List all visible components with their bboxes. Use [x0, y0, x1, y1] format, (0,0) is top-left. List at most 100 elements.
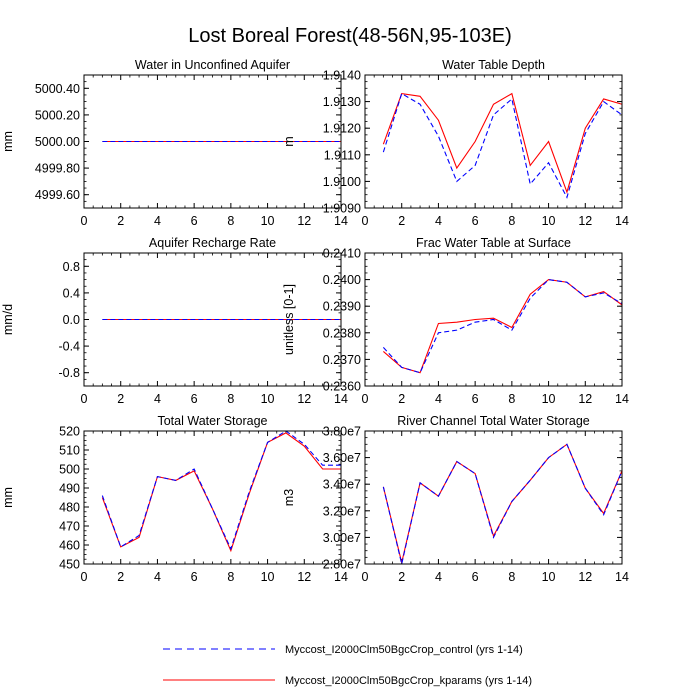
y-tick-label: 1.9100	[323, 175, 361, 189]
x-tick-label: 14	[615, 570, 629, 584]
y-tick-label: 5000.20	[35, 108, 80, 122]
panel-title-river-channel-total-water-storage: River Channel Total Water Storage	[397, 414, 590, 428]
y-tick-label: 510	[59, 444, 80, 458]
y-tick-label: 450	[59, 558, 80, 572]
panel-title-water-table-depth: Water Table Depth	[442, 58, 545, 72]
y-tick-label: 3.20e7	[323, 504, 361, 518]
y-tick-label: 470	[59, 520, 80, 534]
y-axis-label-water-in-unconfined-aquifer: mm	[1, 131, 15, 152]
y-tick-label: 500	[59, 463, 80, 477]
x-tick-label: 14	[615, 392, 629, 406]
y-tick-label: 5000.40	[35, 82, 80, 96]
legend-label-control: Myccost_I2000Clm50BgcCrop_control (yrs 1…	[285, 644, 523, 656]
x-tick-label: 4	[154, 214, 161, 228]
series-line-kparams	[382, 92, 623, 194]
panels-group: Water in Unconfined Aquifer mm 0 2 4 6 8 10 12 14…	[1, 58, 629, 584]
y-tick-label: 490	[59, 482, 80, 496]
y-axis-label-river-channel-total-water-storage: m3	[282, 489, 296, 506]
x-tick-label: 12	[578, 214, 592, 228]
x-tick-label: 14	[334, 214, 348, 228]
x-tick-label: 2	[398, 392, 405, 406]
panel-total-water-storage: Total Water Storage mm 0 2 4 6 8 10 12 14 450 460 47…	[1, 414, 348, 584]
y-tick-label: 3.00e7	[323, 531, 361, 545]
series-line-control	[382, 92, 623, 199]
x-tick-label: 2	[117, 392, 124, 406]
plot-frame-water-in-unconfined-aquifer	[83, 74, 342, 209]
panel-title-total-water-storage: Total Water Storage	[157, 414, 267, 428]
y-tick-label: 0.8	[63, 260, 80, 274]
x-tick-label: 8	[227, 392, 234, 406]
plot-frame-aquifer-recharge-rate	[83, 252, 342, 387]
series-line-kparams	[101, 432, 341, 553]
x-tick-label: 6	[191, 214, 198, 228]
x-tick-label: 12	[578, 570, 592, 584]
panel-frac-water-table-at-surface: Frac Water Table at Surface unitless [0-1…	[282, 236, 629, 406]
x-tick-label: 0	[362, 214, 369, 228]
x-tick-label: 0	[81, 570, 88, 584]
figure-title: Lost Boreal Forest(48-56N,95-103E)	[188, 25, 512, 47]
series-line-kparams	[382, 279, 623, 374]
x-tick-label: 14	[334, 392, 348, 406]
y-tick-label: 4999.60	[35, 188, 80, 202]
x-tick-label: 0	[81, 214, 88, 228]
x-tick-label: 14	[615, 214, 629, 228]
x-tick-label: 4	[435, 392, 442, 406]
y-tick-label: 1.9110	[324, 148, 361, 162]
y-tick-label: 0.2400	[323, 273, 361, 287]
x-tick-label: 12	[578, 392, 592, 406]
y-axis-label-water-table-depth: m	[282, 136, 296, 146]
y-axis-label-total-water-storage: mm	[1, 487, 15, 508]
y-axis-label-frac-water-table-at-surface: unitless [0-1]	[282, 284, 296, 355]
x-tick-label: 2	[398, 214, 405, 228]
x-tick-label: 0	[362, 392, 369, 406]
y-axis-label-aquifer-recharge-rate: mm/d	[1, 304, 15, 335]
y-tick-label: 1.9140	[323, 69, 361, 83]
x-tick-label: 0	[81, 392, 88, 406]
plot-frame-river-channel-total-water-storage	[364, 430, 623, 565]
plot-frame-frac-water-table-at-surface	[364, 252, 623, 387]
x-tick-label: 0	[362, 570, 369, 584]
x-tick-label: 6	[191, 570, 198, 584]
y-tick-label: -0.8	[58, 366, 80, 380]
x-tick-label: 10	[261, 214, 275, 228]
panel-title-water-in-unconfined-aquifer: Water in Unconfined Aquifer	[135, 58, 290, 72]
y-tick-label: 2.80e7	[323, 558, 361, 572]
x-tick-label: 4	[435, 570, 442, 584]
x-tick-label: 10	[542, 214, 556, 228]
x-tick-label: 10	[542, 570, 556, 584]
legend-label-kparams: Myccost_I2000Clm50BgcCrop_kparams (yrs 1…	[285, 675, 532, 687]
y-tick-label: 3.60e7	[323, 451, 361, 465]
y-tick-label: 0.2410	[323, 247, 361, 261]
x-tick-label: 12	[297, 214, 311, 228]
panel-title-aquifer-recharge-rate: Aquifer Recharge Rate	[149, 236, 276, 250]
panel-river-channel-total-water-storage: River Channel Total Water Storage m3 0 2 4 6 8…	[282, 414, 629, 584]
y-tick-label: 4999.80	[35, 162, 80, 176]
y-tick-label: 0.2360	[323, 380, 361, 394]
x-tick-label: 6	[472, 392, 479, 406]
y-tick-label: 3.80e7	[323, 425, 361, 439]
series-line-control	[101, 430, 341, 551]
panel-water-in-unconfined-aquifer: Water in Unconfined Aquifer mm 0 2 4 6 8 10 12 14…	[1, 58, 348, 228]
y-tick-label: 0.2390	[323, 300, 361, 314]
series-line-kparams	[382, 443, 623, 563]
x-tick-label: 4	[154, 392, 161, 406]
y-tick-label: 480	[59, 501, 80, 515]
y-tick-label: 520	[59, 425, 80, 439]
x-tick-label: 2	[398, 570, 405, 584]
plot-frame-total-water-storage	[83, 430, 342, 565]
x-tick-label: 12	[297, 392, 311, 406]
panel-aquifer-recharge-rate: Aquifer Recharge Rate mm/d 0 2 4 6 8 10 12 14 -0.8…	[1, 236, 348, 406]
y-tick-label: 1.9090	[323, 202, 361, 216]
x-tick-label: 10	[261, 570, 275, 584]
x-tick-label: 14	[334, 570, 348, 584]
x-tick-label: 2	[117, 214, 124, 228]
x-tick-label: 4	[435, 214, 442, 228]
x-tick-label: 2	[117, 570, 124, 584]
x-tick-label: 12	[297, 570, 311, 584]
y-tick-label: 0.2370	[323, 353, 361, 367]
y-tick-label: 5000.00	[35, 135, 80, 149]
x-tick-label: 6	[472, 570, 479, 584]
series-line-control	[382, 443, 623, 565]
